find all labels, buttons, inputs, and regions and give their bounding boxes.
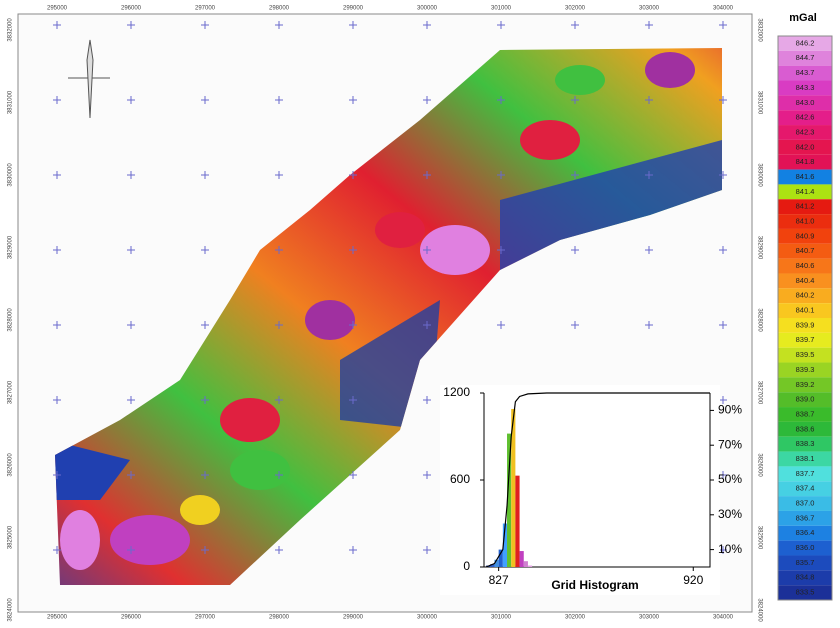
x-tick-label: 920 [683,573,703,587]
legend-label: 840.9 [796,231,815,240]
legend-title: mGal [789,12,817,24]
color-legend: mGal 846.2 844.7 843.7 843.3 843.0 842.6 842.3 8… [778,12,832,600]
y-coord-label: 3824000 [756,598,762,622]
histogram-background [440,385,720,595]
legend-label: 839.0 [796,395,815,404]
legend-label: 840.7 [796,246,815,255]
legend-label: 846.2 [796,38,815,47]
x-coord-label: 299000 [343,615,364,621]
legend-label: 842.0 [796,142,815,151]
x-coord-label: 298000 [269,6,290,12]
y2-tick-label: 10% [718,542,742,556]
legend-label: 843.7 [796,68,815,77]
legend-label: 841.6 [796,172,815,181]
histogram-bar [515,476,519,567]
x-coord-label: 300000 [417,615,438,621]
y-coord-label: 3824000 [8,598,14,622]
y2-tick-label: 90% [718,403,742,417]
y-coord-label: 3831000 [8,90,14,114]
x-coord-label: 297000 [195,6,216,12]
legend-label: 836.7 [796,513,815,522]
x-coord-label: 303000 [639,615,660,621]
histogram-bar [524,561,528,567]
y-tick-label: 1200 [443,385,470,399]
x-coord-label: 303000 [639,6,660,12]
legend-label: 842.3 [796,127,815,136]
histogram-bar [528,566,532,567]
x-coord-label: 296000 [121,615,142,621]
legend-label: 841.8 [796,157,815,166]
legend-label: 837.4 [796,484,815,493]
legend-label: 833.5 [796,588,815,597]
legend-label: 841.4 [796,187,815,196]
legend-label: 840.1 [796,306,815,315]
legend-label: 839.3 [796,365,815,374]
x-coord-label: 297000 [195,615,216,621]
legend-label: 838.6 [796,424,815,433]
y-coord-label: 3828000 [756,308,762,332]
legend-label: 840.4 [796,276,815,285]
legend-label: 837.7 [796,469,815,478]
legend-label: 839.2 [796,380,815,389]
x-coord-label: 301000 [491,615,512,621]
x-coord-label: 298000 [269,615,290,621]
legend-label: 839.9 [796,320,815,329]
y-coord-label: 3829000 [756,236,762,260]
legend-label: 841.0 [796,217,815,226]
legend-label: 836.4 [796,528,815,537]
y-coord-label: 3832000 [8,18,14,42]
y-coord-label: 3825000 [756,526,762,550]
x-tick-label: 827 [489,573,509,587]
y-coord-label: 3826000 [8,453,14,477]
y-coord-label: 3830000 [756,163,762,187]
legend-label: 835.7 [796,558,815,567]
y-coord-label: 3830000 [8,163,14,187]
histogram-bar [520,551,524,567]
legend-label: 839.5 [796,350,815,359]
x-coord-label: 295000 [47,615,68,621]
histogram-title: Grid Histogram [551,578,638,592]
y2-tick-label: 30% [718,507,742,521]
y2-tick-label: 70% [718,437,742,451]
y-coord-label: 3832000 [756,18,762,42]
legend-label: 843.0 [796,98,815,107]
histogram-inset: 0 600 1200 10% 30% 50% 70% 90% 827 920 Grid Histog… [440,385,742,595]
y-coord-label: 3828000 [8,308,14,332]
legend-label: 836.0 [796,543,815,552]
x-coord-label: 304000 [713,6,734,12]
y-coord-label: 3827000 [756,381,762,405]
x-coord-label: 301000 [491,6,512,12]
y-tick-label: 0 [463,559,470,573]
x-coord-label: 304000 [713,615,734,621]
legend-label: 838.1 [796,454,815,463]
x-coord-label: 302000 [565,6,586,12]
map-figure: 295000 295000 296000 296000 297000 297000 2980… [0,0,840,623]
legend-label: 841.2 [796,202,815,211]
legend-label: 844.7 [796,53,815,62]
x-coord-label: 300000 [417,6,438,12]
y2-tick-label: 50% [718,472,742,486]
legend-label: 834.8 [796,573,815,582]
y-coord-label: 3826000 [756,453,762,477]
legend-label: 840.2 [796,291,815,300]
y-coord-label: 3825000 [8,525,14,549]
x-coord-label: 299000 [343,6,364,12]
legend-label: 839.7 [796,335,815,344]
x-coord-label: 302000 [565,615,586,621]
y-coord-label: 3827000 [8,380,14,404]
y-coord-label: 3831000 [756,91,762,115]
legend-label: 842.6 [796,113,815,122]
legend-label: 838.7 [796,409,815,418]
legend-label: 840.6 [796,261,815,270]
legend-label: 837.0 [796,499,815,508]
y-tick-label: 600 [450,472,470,486]
y-coord-label: 3829000 [8,235,14,259]
legend-label: 838.3 [796,439,815,448]
x-coord-label: 295000 [47,6,68,12]
legend-label: 843.3 [796,83,815,92]
x-coord-label: 296000 [121,6,142,12]
